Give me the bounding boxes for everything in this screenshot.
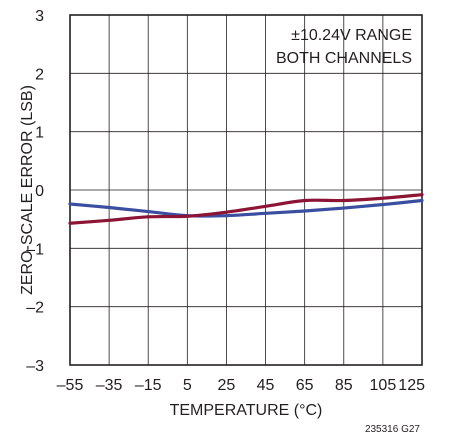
x-tick-label: 105 [370, 377, 397, 394]
x-tick-label: –55 [57, 377, 84, 394]
series-line-1 [68, 198, 424, 218]
x-tick-label: –15 [135, 377, 162, 394]
x-tick-label: 25 [218, 377, 236, 394]
x-tick-label: 45 [257, 377, 275, 394]
y-tick-label: 0 [35, 183, 44, 200]
x-tick-label: 5 [183, 377, 192, 394]
x-tick-label: 65 [296, 377, 314, 394]
y-tick-labels: –3 –2 –1 0 1 2 3 [26, 8, 44, 375]
y-tick-label: –1 [26, 241, 44, 258]
annotation-line-1: ±10.24V RANGE [291, 27, 412, 44]
x-tick-label: –35 [96, 377, 123, 394]
series-group [68, 193, 424, 225]
annotation-line-2: BOTH CHANNELS [276, 50, 412, 67]
x-tick-label: 85 [335, 377, 353, 394]
y-tick-label: –3 [26, 358, 44, 375]
series-line-2 [68, 193, 424, 225]
y-tick-label: 1 [35, 125, 44, 142]
x-tick-label: 125 [398, 377, 425, 394]
grid [69, 14, 423, 366]
x-tick-labels: –55 –35 –15 5 25 45 65 85 105 125 [57, 377, 425, 394]
x-axis-label: TEMPERATURE (°C) [170, 402, 323, 419]
y-tick-label: 3 [35, 8, 44, 25]
y-tick-label: 2 [35, 66, 44, 83]
y-tick-label: –2 [26, 300, 44, 317]
figure-id: 235316 G27 [365, 424, 420, 434]
plot-frame [69, 14, 423, 366]
y-axis-label: ZERO-SCALE ERROR (LSB) [19, 85, 36, 295]
